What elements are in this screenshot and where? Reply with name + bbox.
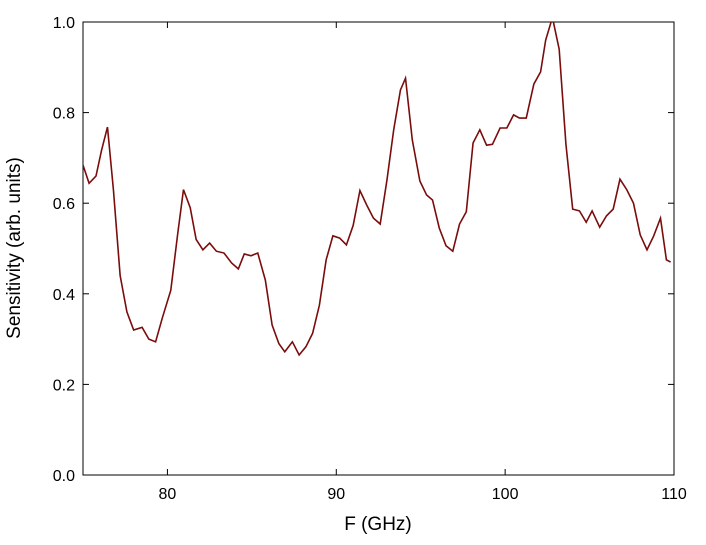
y-tick-label: 0.0 xyxy=(53,468,75,485)
y-tick-label: 0.4 xyxy=(53,287,75,304)
x-tick-label: 110 xyxy=(661,486,687,503)
y-tick-label: 1.0 xyxy=(53,15,75,32)
x-tick-label: 90 xyxy=(327,486,345,503)
y-tick-label: 0.8 xyxy=(53,106,75,123)
y-axis-label: Sensitivity (arb. units) xyxy=(4,157,25,339)
y-tick-label: 0.2 xyxy=(53,377,75,394)
x-tick-label: 100 xyxy=(492,486,519,503)
data-line xyxy=(83,22,672,357)
y-tick-label: 0.6 xyxy=(53,196,75,213)
plot-frame xyxy=(82,21,675,476)
x-tick-label: 80 xyxy=(159,486,177,503)
x-axis-label: F (GHz) xyxy=(344,514,412,535)
